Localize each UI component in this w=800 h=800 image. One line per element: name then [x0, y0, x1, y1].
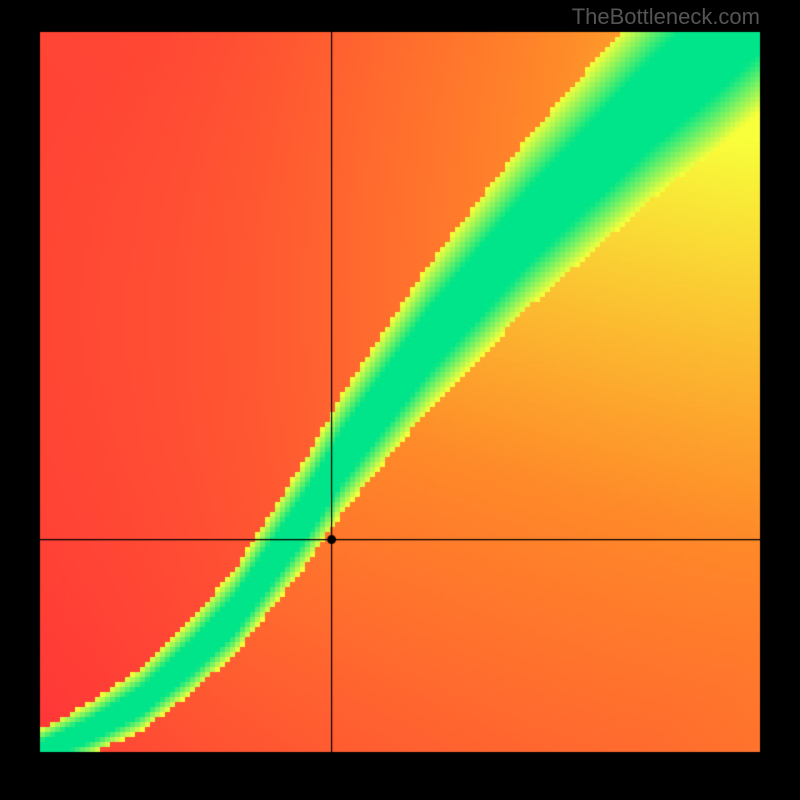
- chart-container: TheBottleneck.com: [0, 0, 800, 800]
- watermark-text: TheBottleneck.com: [572, 4, 760, 30]
- heatmap-canvas: [0, 0, 800, 800]
